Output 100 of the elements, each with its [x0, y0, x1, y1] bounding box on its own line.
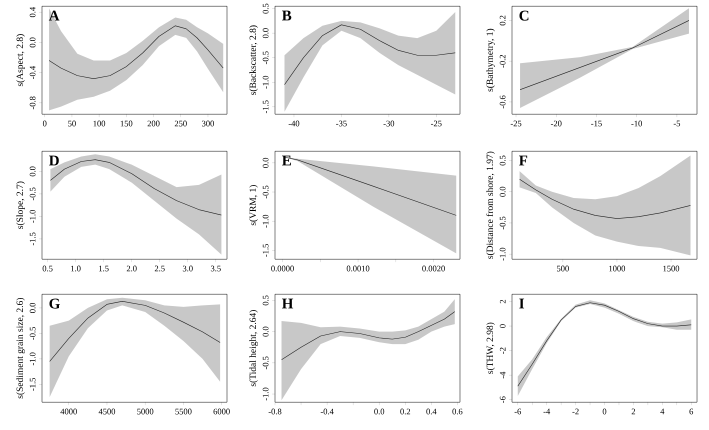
line-series: [520, 20, 690, 90]
y-axis-title: s(Distance from shore, 1.97): [486, 151, 495, 259]
x-tick-label: -35: [336, 120, 347, 126]
x-tick-label: 6000: [214, 408, 230, 414]
x-tick-label: 0.2: [400, 408, 410, 414]
x-tick-label: 1000: [609, 266, 626, 272]
y-tick-label: -4: [500, 372, 506, 378]
y-axis-title: s(Aspect, 2.8): [16, 34, 25, 86]
x-tick-label: -10: [631, 120, 642, 126]
x-tick-label: 0.0000: [271, 266, 294, 272]
x-tick-label: -25: [510, 120, 522, 126]
y-tick-label: -0.5: [30, 326, 36, 340]
y-axis-title: s(Slope, 2.7): [16, 181, 25, 229]
x-tick-label: 0.5: [42, 266, 53, 272]
y-tick-label: -0.5: [262, 356, 268, 370]
x-tick-label: 2: [632, 408, 636, 414]
x-tick-label: -6: [514, 408, 522, 414]
x-tick-label: -20: [550, 120, 562, 126]
line-series: [519, 178, 691, 219]
annotation: H: [282, 298, 294, 308]
y-axis-title: s(Backscatter, 2.8): [249, 25, 258, 95]
annotation: D: [49, 156, 59, 166]
y-tick-label: -6: [500, 396, 506, 403]
y-tick-label: -1.0: [262, 76, 268, 89]
y-tick-label: -0.5: [262, 186, 268, 198]
x-tick-label: 1.5: [99, 266, 109, 272]
y-tick-label: 0.0: [30, 166, 36, 176]
x-tick-label: 6: [689, 408, 694, 414]
x-tick-label: -30: [384, 120, 394, 126]
annotation: B: [282, 10, 292, 20]
x-tick-label: 4500: [98, 408, 116, 414]
x-tick-label: 0.4: [426, 408, 437, 414]
x-tick-label: 150: [120, 120, 132, 126]
y-tick-label: -0.5: [30, 187, 36, 200]
x-tick-label: 0.0010: [346, 266, 370, 272]
x-tick-label: 5000: [137, 408, 154, 414]
y-tick-label: -1.5: [262, 100, 268, 114]
annotation: I: [519, 298, 524, 308]
x-tick-label: -25: [430, 120, 442, 126]
y-tick-label: -0.5: [500, 216, 506, 230]
x-tick-label: 1.0: [71, 266, 81, 272]
y-axis-title: s(Bathymetry, 1): [486, 28, 495, 92]
annotation: E: [282, 156, 291, 166]
y-tick-label: 2: [500, 300, 506, 304]
y-tick-label: 0.2: [500, 16, 506, 26]
line-series: [48, 25, 224, 79]
x-tick-label: 250: [174, 120, 187, 126]
x-tick-label: 5500: [175, 408, 192, 414]
y-tick-label: 0.0: [262, 158, 268, 168]
x-tick-label: 0.6: [452, 408, 462, 414]
y-tick-label: 0.5: [500, 155, 506, 166]
y-tick-label: -0.2: [500, 54, 506, 68]
y-tick-label: 0.0: [262, 28, 268, 38]
y-tick-label: -2: [500, 347, 506, 354]
annotation: C: [519, 10, 528, 21]
x-tick-label: 0: [602, 408, 606, 414]
annotation: F: [519, 156, 528, 166]
x-tick-label: 4: [660, 408, 664, 414]
y-tick-label: -1.0: [262, 214, 268, 228]
y-tick-label: 0.5: [262, 295, 268, 306]
x-tick-label: -15: [591, 120, 602, 126]
x-tick-label: 3.0: [182, 266, 193, 272]
x-tick-label: -0.8: [268, 408, 282, 414]
y-tick-label: -0.4: [30, 66, 36, 79]
y-tick-label: -1.5: [30, 378, 36, 391]
x-tick-label: 4000: [60, 408, 77, 414]
y-tick-label: -1.0: [262, 388, 268, 400]
line-series: [284, 156, 457, 216]
y-tick-label: -1.0: [500, 248, 506, 260]
y-tick-label: 0.4: [30, 6, 36, 18]
x-tick-label: -2: [572, 408, 579, 414]
y-tick-label: 0.0: [30, 37, 36, 48]
y-tick-label: -0.8: [30, 96, 36, 110]
x-tick-label: 2.0: [126, 266, 137, 272]
y-tick-label: -1.0: [30, 210, 36, 223]
y-axis-title: s(VRM, 1): [249, 184, 258, 226]
x-tick-label: 1500: [663, 266, 680, 272]
x-tick-label: 200: [148, 120, 160, 126]
x-tick-label: 3.5: [210, 266, 221, 272]
x-tick-label: 500: [556, 266, 569, 272]
annotation: A: [48, 10, 60, 20]
x-tick-label: -0.4: [320, 408, 334, 414]
y-tick-label: -1.5: [30, 232, 36, 246]
annotation: G: [49, 298, 60, 309]
x-tick-label: 300: [202, 120, 214, 126]
y-tick-label: -1.0: [30, 352, 36, 366]
x-tick-label: 0: [42, 120, 47, 126]
x-tick-label: 0.0: [374, 408, 384, 414]
x-tick-label: 0.0020: [422, 266, 445, 272]
y-tick-label: 0.0: [500, 186, 506, 197]
line-series: [284, 24, 456, 85]
x-tick-label: 2.5: [154, 266, 165, 272]
x-tick-label: 50: [68, 120, 76, 126]
y-axis-title: s(THW, 2.98): [486, 322, 495, 374]
y-tick-label: -1.5: [262, 244, 268, 257]
y-axis-title: s(Sediment grain size, 2.6): [16, 298, 25, 398]
y-tick-label: 0.0: [30, 302, 36, 313]
y-tick-label: 0.5: [262, 4, 268, 14]
x-tick-label: -40: [288, 120, 300, 126]
y-axis-title: s(Tidal height, 2.64): [249, 310, 258, 386]
